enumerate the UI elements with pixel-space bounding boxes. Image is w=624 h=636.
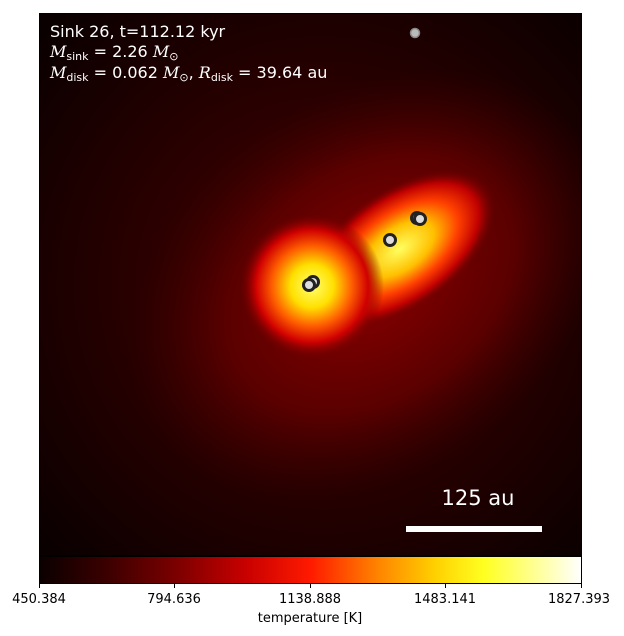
- colorbar-tick-label: 1483.141: [413, 592, 477, 607]
- scale-bar-label: 125 au: [441, 486, 515, 510]
- sink-marker: [383, 233, 397, 247]
- temperature-field: [40, 14, 581, 555]
- colorbar-label: temperature [K]: [257, 611, 363, 626]
- colorbar-tick-label: 1827.393: [547, 592, 611, 607]
- colorbar-tick-label: 1138.888: [278, 592, 342, 607]
- sink-title: Sink 26, t=112.12 kyr: [50, 22, 226, 41]
- sink-marker: [413, 212, 427, 226]
- colorbar-tick: [445, 584, 446, 588]
- sink-mass-label: Msink = 2.26 M⊙: [50, 42, 179, 63]
- disk-props-label: Mdisk = 0.062 M⊙, Rdisk = 39.64 au: [50, 63, 328, 84]
- colorbar-tick: [174, 584, 175, 588]
- temperature-map: Sink 26, t=112.12 kyr Msink = 2.26 M⊙ Md…: [39, 13, 582, 556]
- colorbar-tick-label: 450.384: [12, 592, 66, 607]
- colorbar-tick-label: 794.636: [147, 592, 201, 607]
- sink-marker: [409, 27, 421, 39]
- colorbar-tick: [581, 584, 582, 588]
- scale-bar: [406, 526, 542, 532]
- colorbar-tick: [310, 584, 311, 588]
- sink-markers: [302, 27, 427, 292]
- colorbar: [39, 556, 582, 584]
- colorbar-tick: [39, 584, 40, 588]
- sink-marker: [302, 278, 316, 292]
